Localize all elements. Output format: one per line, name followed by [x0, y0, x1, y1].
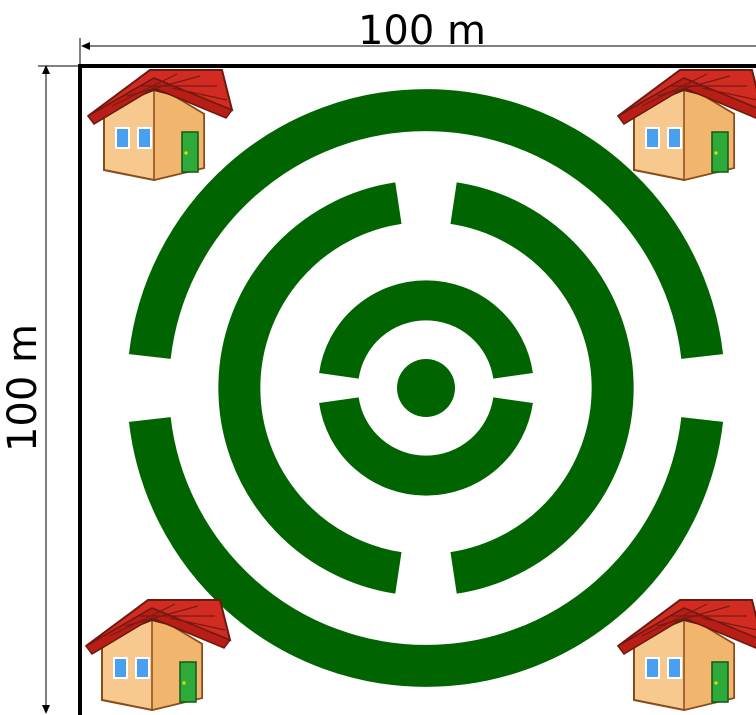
middle-ring-right-arc: [450, 182, 634, 594]
maze-center-dot: [397, 359, 455, 417]
circular-maze: [128, 89, 724, 687]
outer-ring-bottom-arc: [128, 417, 724, 687]
inner-ring-bottom-arc: [319, 396, 533, 496]
outer-ring-top-arc: [128, 89, 724, 359]
middle-ring-left-arc: [218, 182, 402, 594]
inner-ring-top-arc: [319, 280, 533, 380]
height-dimension-label: 100 m: [0, 324, 46, 452]
width-dimension-label: 100 m: [358, 8, 486, 54]
